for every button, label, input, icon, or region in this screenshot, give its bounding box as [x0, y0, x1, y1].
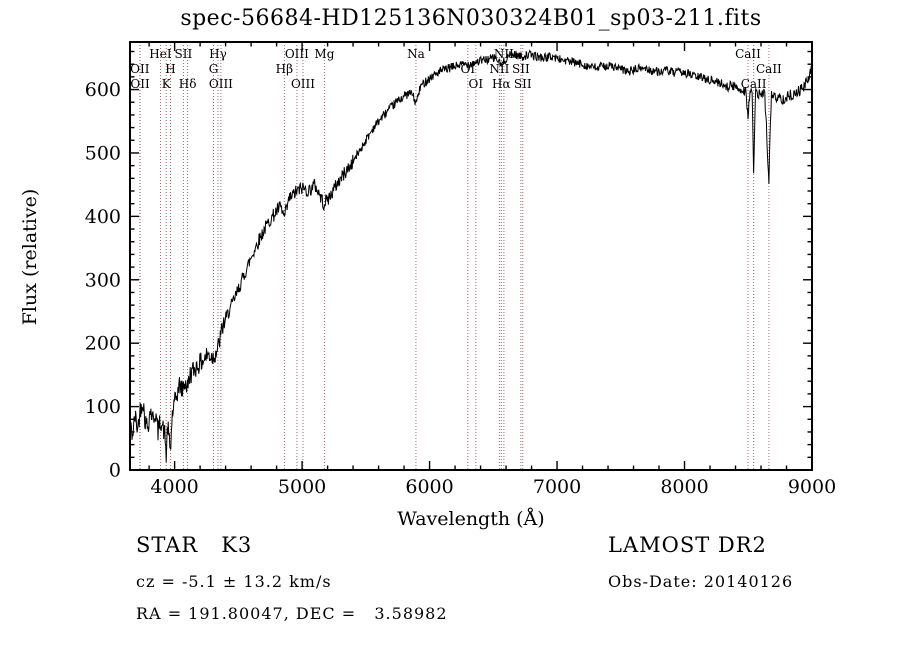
line-label-OIII: OIII: [209, 77, 233, 91]
line-label-HeI: HeI: [149, 47, 172, 61]
chart-title: spec-56684-HD125136N030324B01_sp03-211.f…: [180, 6, 762, 31]
line-label-Na: Na: [407, 47, 425, 61]
line-label-Hβ: Hβ: [276, 62, 293, 76]
x-tick-label: 5000: [278, 476, 326, 498]
x-tick-label: 6000: [405, 476, 453, 498]
x-tick-label: 8000: [660, 476, 708, 498]
axis-ticks: [130, 42, 813, 471]
y-axis-label: Flux (relative): [19, 188, 41, 326]
y-tick-label: 100: [85, 396, 121, 418]
y-tick-label: 500: [85, 142, 121, 164]
x-axis-label: Wavelength (Å): [397, 508, 545, 530]
line-label-OII: OII: [130, 62, 150, 76]
line-label-SII: SII: [512, 62, 530, 76]
obs-date-label: Obs-Date: 20140126: [608, 572, 794, 591]
line-label-CaII: CaII: [741, 77, 767, 91]
radial-velocity-label: cz = -5.1 ± 13.2 km/s: [136, 572, 332, 591]
plot-frame: [129, 41, 813, 471]
line-label-NII: NII: [494, 47, 514, 61]
line-label-NII: NII: [489, 62, 509, 76]
spectrum-curve: [130, 49, 812, 463]
object-class-label: STAR K3: [136, 533, 253, 557]
line-label-Hγ: Hγ: [209, 47, 227, 61]
x-tick-label: 9000: [788, 476, 836, 498]
spectral-line-markers: [139, 42, 770, 470]
line-label-OII: OII: [130, 77, 150, 91]
ra-dec-label: RA = 191.80047, DEC = 3.58982: [136, 604, 448, 623]
line-label-SII: SII: [175, 47, 193, 61]
survey-release-label: LAMOST DR2: [608, 533, 767, 557]
line-label-SII: SII: [514, 77, 532, 91]
y-tick-label: 400: [85, 206, 121, 228]
line-label-CaII: CaII: [735, 47, 761, 61]
y-tick-label: 600: [85, 79, 121, 101]
x-tick-label: 4000: [150, 476, 198, 498]
y-tick-labels: 0 100 200 300 400 500 600: [85, 79, 121, 481]
y-tick-label: 300: [85, 269, 121, 291]
line-label-OI: OI: [469, 77, 484, 91]
spectrum-curve-group: [130, 49, 812, 463]
line-label-G: G: [209, 62, 219, 76]
y-tick-label: 0: [109, 460, 121, 482]
line-label-H: H: [165, 62, 175, 76]
line-label-K: K: [162, 77, 172, 91]
line-label-Mg: Mg: [314, 47, 334, 61]
line-label-CaII: CaII: [756, 62, 782, 76]
x-tick-labels: 4000 5000 6000 7000 8000 9000: [150, 476, 836, 498]
x-tick-label: 7000: [533, 476, 581, 498]
line-label-Hδ: Hδ: [179, 77, 197, 91]
line-label-OI: OI: [461, 62, 476, 76]
y-tick-label: 200: [85, 333, 121, 355]
line-label-OIII: OIII: [285, 47, 309, 61]
line-label-Hα: Hα: [492, 77, 511, 91]
line-label-OIII: OIII: [291, 77, 315, 91]
